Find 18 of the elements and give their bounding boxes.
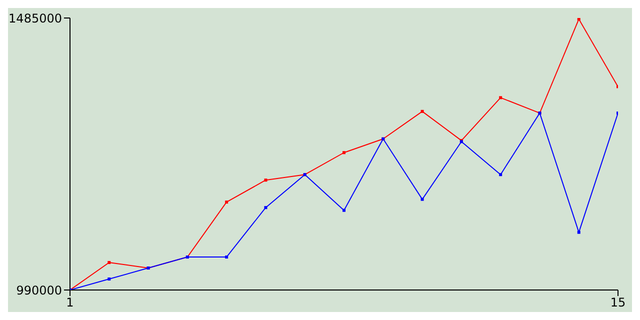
point bbox=[499, 173, 502, 176]
point bbox=[108, 278, 111, 281]
point bbox=[225, 200, 228, 204]
point bbox=[264, 206, 268, 210]
x-tick-label: 15 bbox=[610, 296, 626, 310]
point bbox=[577, 230, 580, 234]
point bbox=[499, 96, 502, 100]
point bbox=[342, 208, 346, 212]
point bbox=[342, 151, 346, 154]
point bbox=[420, 110, 424, 113]
point bbox=[264, 178, 268, 182]
point bbox=[108, 261, 111, 264]
y-tick-label: 1485000 bbox=[8, 11, 62, 26]
point bbox=[225, 256, 228, 259]
y-tick-label: 990000 bbox=[16, 283, 62, 298]
point bbox=[420, 198, 424, 201]
x-tick-label: 1 bbox=[66, 296, 74, 310]
point bbox=[577, 18, 580, 21]
